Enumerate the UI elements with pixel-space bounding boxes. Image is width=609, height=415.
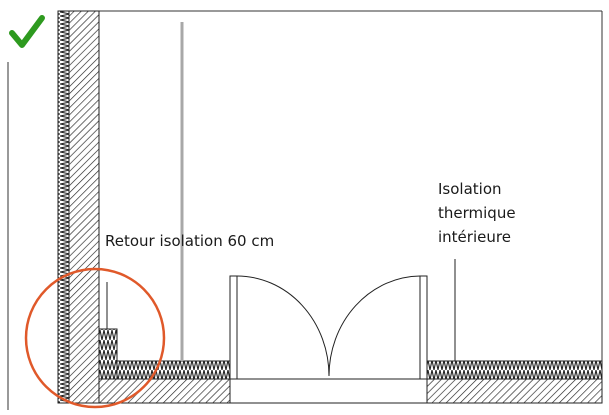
return-insulation-label: Retour isolation 60 cm: [105, 232, 274, 250]
door-leaf-left-swing: [236, 275, 330, 377]
double-door: [229, 275, 428, 380]
floor-slab-left: [98, 378, 231, 404]
thermal-insulation-label-line2: thermique: [438, 204, 516, 222]
vertical-wall: [68, 10, 100, 404]
door-jamb-right: [419, 275, 428, 380]
thermal-insulation-label-line3: intérieure: [438, 228, 511, 246]
thermal-insulation-label-line1: Isolation: [438, 180, 502, 198]
floor-slab-right: [426, 378, 603, 404]
exterior-wall-insulation: [57, 10, 70, 404]
check-icon: [9, 15, 45, 48]
door-jamb-left: [229, 275, 238, 380]
insulation-return-floor: [116, 360, 231, 380]
interior-thermal-insulation: [426, 360, 603, 380]
door-leaf-right-swing: [328, 275, 421, 377]
highlight-circle: [24, 267, 166, 409]
insulation-return-vertical: [98, 328, 118, 380]
